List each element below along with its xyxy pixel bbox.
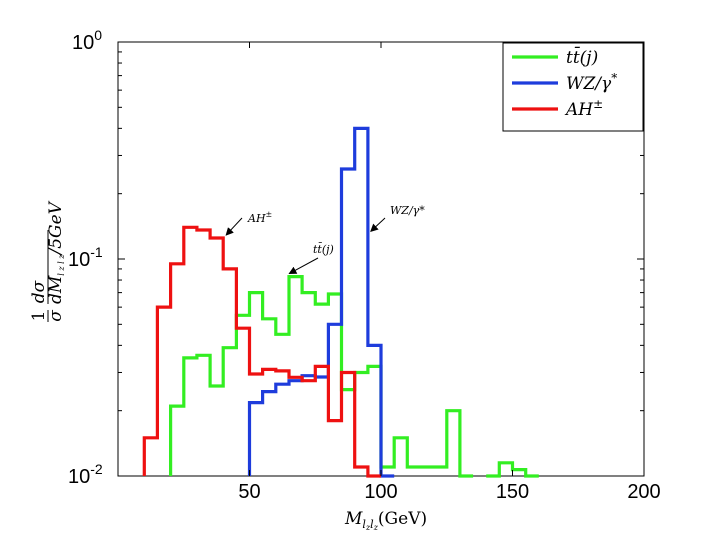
annotation-label-2: WZ/γ*: [390, 204, 425, 217]
annotation-arrow-2: [370, 217, 386, 232]
y-axis-label: 1 σ dσ dMl z l z/5GeV: [29, 200, 66, 322]
x-tick-label: 100: [364, 481, 397, 503]
annotation-label-0: AH±: [247, 210, 272, 225]
ylabel-frac2-num: dσ: [29, 280, 49, 303]
x-tick-label: 50: [238, 481, 260, 503]
y-tick-label: 10-2: [68, 461, 103, 488]
legend: tt̄(j) WZ/γ* AH±: [502, 42, 644, 132]
x-tick-label: 200: [627, 481, 660, 503]
y-tick-label: 10-1: [68, 244, 103, 271]
ylabel-frac1-num: 1: [29, 311, 49, 322]
legend-label-1: WZ/γ*: [566, 71, 617, 94]
ylabel-frac1-den: σ: [46, 310, 66, 322]
annotation-arrow-0: [225, 217, 243, 236]
series-layer: [142, 126, 539, 478]
series-line-0: [169, 275, 539, 478]
legend-label-0: tt̄(j): [566, 45, 598, 68]
series-line-2: [142, 225, 381, 478]
annotation-label-1: tt̄(j): [313, 243, 334, 256]
ylabel-frac2-den: dMl z l z/5GeV: [46, 200, 66, 304]
y-tick-label: 100: [72, 27, 102, 54]
x-axis-label: Mlzlz(GeV): [344, 509, 427, 532]
x-tick-label: 150: [496, 481, 529, 503]
annotation-layer: AH± tt̄(j) WZ/γ*: [225, 204, 425, 275]
annotation-arrow-1: [288, 257, 319, 275]
tick-layer: 50 100 150 200 100 10-1 10-2: [68, 27, 661, 503]
legend-label-2: AH±: [564, 97, 603, 120]
